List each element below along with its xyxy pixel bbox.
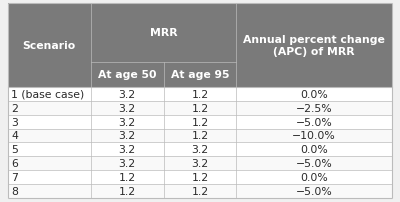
Text: −5.0%: −5.0% bbox=[296, 117, 333, 127]
Bar bbox=[90, 157, 164, 170]
Bar bbox=[8, 157, 90, 170]
Text: Annual percent change
(APC) of MRR: Annual percent change (APC) of MRR bbox=[243, 35, 385, 57]
Bar bbox=[236, 157, 392, 170]
Bar bbox=[164, 184, 236, 198]
Bar bbox=[90, 101, 164, 115]
Bar bbox=[8, 170, 90, 184]
Bar bbox=[164, 101, 236, 115]
Bar bbox=[8, 4, 90, 87]
Bar bbox=[164, 129, 236, 143]
Bar bbox=[236, 143, 392, 157]
Text: 3.2: 3.2 bbox=[192, 145, 208, 155]
Text: 3.2: 3.2 bbox=[118, 131, 136, 141]
Text: At age 50: At age 50 bbox=[98, 70, 156, 80]
Bar bbox=[164, 87, 236, 101]
Text: 8: 8 bbox=[11, 186, 18, 196]
Text: 3.2: 3.2 bbox=[118, 89, 136, 99]
Bar bbox=[8, 129, 90, 143]
Bar bbox=[236, 101, 392, 115]
Text: 1.2: 1.2 bbox=[118, 186, 136, 196]
Text: 3.2: 3.2 bbox=[118, 103, 136, 113]
Text: 1.2: 1.2 bbox=[192, 117, 208, 127]
Text: 1.2: 1.2 bbox=[192, 89, 208, 99]
Text: 3.2: 3.2 bbox=[118, 117, 136, 127]
Bar bbox=[164, 62, 236, 87]
Text: 2: 2 bbox=[11, 103, 18, 113]
Bar bbox=[90, 115, 164, 129]
Bar bbox=[236, 115, 392, 129]
Bar bbox=[236, 170, 392, 184]
Bar bbox=[236, 184, 392, 198]
Text: MRR: MRR bbox=[150, 28, 177, 38]
Bar bbox=[90, 87, 164, 101]
Bar bbox=[236, 87, 392, 101]
Bar bbox=[90, 129, 164, 143]
Text: −10.0%: −10.0% bbox=[292, 131, 336, 141]
Text: 6: 6 bbox=[11, 158, 18, 168]
Bar bbox=[164, 170, 236, 184]
Text: −2.5%: −2.5% bbox=[296, 103, 332, 113]
Bar bbox=[90, 4, 236, 62]
Text: −5.0%: −5.0% bbox=[296, 186, 333, 196]
Text: 0.0%: 0.0% bbox=[300, 145, 328, 155]
Text: 0.0%: 0.0% bbox=[300, 89, 328, 99]
Text: 1.2: 1.2 bbox=[192, 186, 208, 196]
Text: 1.2: 1.2 bbox=[192, 103, 208, 113]
Bar bbox=[8, 143, 90, 157]
Text: At age 95: At age 95 bbox=[171, 70, 229, 80]
Text: 1.2: 1.2 bbox=[192, 172, 208, 182]
Text: 5: 5 bbox=[11, 145, 18, 155]
Text: 3.2: 3.2 bbox=[118, 158, 136, 168]
Text: 3.2: 3.2 bbox=[118, 145, 136, 155]
Bar bbox=[236, 4, 392, 87]
Bar bbox=[164, 143, 236, 157]
Bar bbox=[8, 115, 90, 129]
Text: Scenario: Scenario bbox=[23, 41, 76, 51]
Text: 4: 4 bbox=[11, 131, 18, 141]
Bar bbox=[236, 129, 392, 143]
Text: 1.2: 1.2 bbox=[118, 172, 136, 182]
Text: 7: 7 bbox=[11, 172, 18, 182]
Text: −5.0%: −5.0% bbox=[296, 158, 333, 168]
Bar bbox=[164, 115, 236, 129]
Bar bbox=[8, 87, 90, 101]
Bar bbox=[90, 184, 164, 198]
Bar bbox=[90, 62, 164, 87]
Bar bbox=[90, 170, 164, 184]
Text: 0.0%: 0.0% bbox=[300, 172, 328, 182]
Bar bbox=[8, 101, 90, 115]
Text: 3: 3 bbox=[11, 117, 18, 127]
Bar bbox=[90, 143, 164, 157]
Bar bbox=[164, 157, 236, 170]
Bar bbox=[8, 184, 90, 198]
Text: 1.2: 1.2 bbox=[192, 131, 208, 141]
Text: 3.2: 3.2 bbox=[192, 158, 208, 168]
Text: 1 (base case): 1 (base case) bbox=[11, 89, 84, 99]
